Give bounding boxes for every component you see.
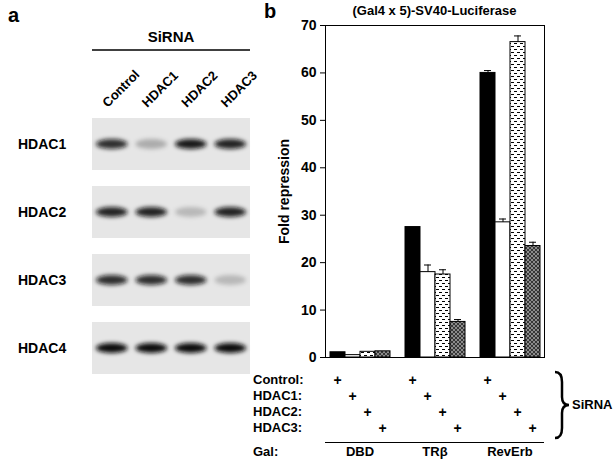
svg-text:HDAC2: HDAC2 xyxy=(18,204,66,220)
svg-text:40: 40 xyxy=(301,159,317,175)
html-text:HDAC2:: HDAC2: xyxy=(253,404,303,419)
svg-text:SiRNA: SiRNA xyxy=(148,28,195,45)
html-text:HDAC1:: HDAC1: xyxy=(253,388,303,403)
svg-text:Control: Control xyxy=(99,67,142,110)
svg-text:Fold repression: Fold repression xyxy=(276,139,292,244)
html-text:HDAC3:: HDAC3: xyxy=(253,420,303,435)
svg-text:HDAC1: HDAC1 xyxy=(139,68,181,110)
svg-text:60: 60 xyxy=(301,64,317,80)
html-text:Gal:: Gal: xyxy=(253,444,279,459)
html-text:RevErb: RevErb xyxy=(487,444,533,459)
html-text:Control:: Control: xyxy=(253,372,304,387)
svg-text:HDAC3: HDAC3 xyxy=(18,272,66,288)
svg-text:50: 50 xyxy=(301,112,317,128)
html-text:DBD: DBD xyxy=(345,444,375,459)
svg-text:70: 70 xyxy=(301,17,317,33)
svg-text:10: 10 xyxy=(301,302,317,318)
html-text:TRβ: TRβ xyxy=(422,444,448,459)
html-text:(Gal4 x 5)-SV40-Luciferase: (Gal4 x 5)-SV40-Luciferase xyxy=(352,3,517,18)
svg-text:0: 0 xyxy=(309,349,317,365)
html-text:SiRNA: SiRNA xyxy=(572,397,613,412)
svg-text:HDAC4: HDAC4 xyxy=(18,340,66,356)
svg-text:20: 20 xyxy=(301,254,317,270)
html-text:b: b xyxy=(264,0,277,22)
svg-text:HDAC3: HDAC3 xyxy=(218,68,260,110)
svg-text:a: a xyxy=(8,4,20,26)
svg-text:HDAC2: HDAC2 xyxy=(178,68,220,110)
svg-text:30: 30 xyxy=(301,207,317,223)
svg-text:HDAC1: HDAC1 xyxy=(18,136,66,152)
